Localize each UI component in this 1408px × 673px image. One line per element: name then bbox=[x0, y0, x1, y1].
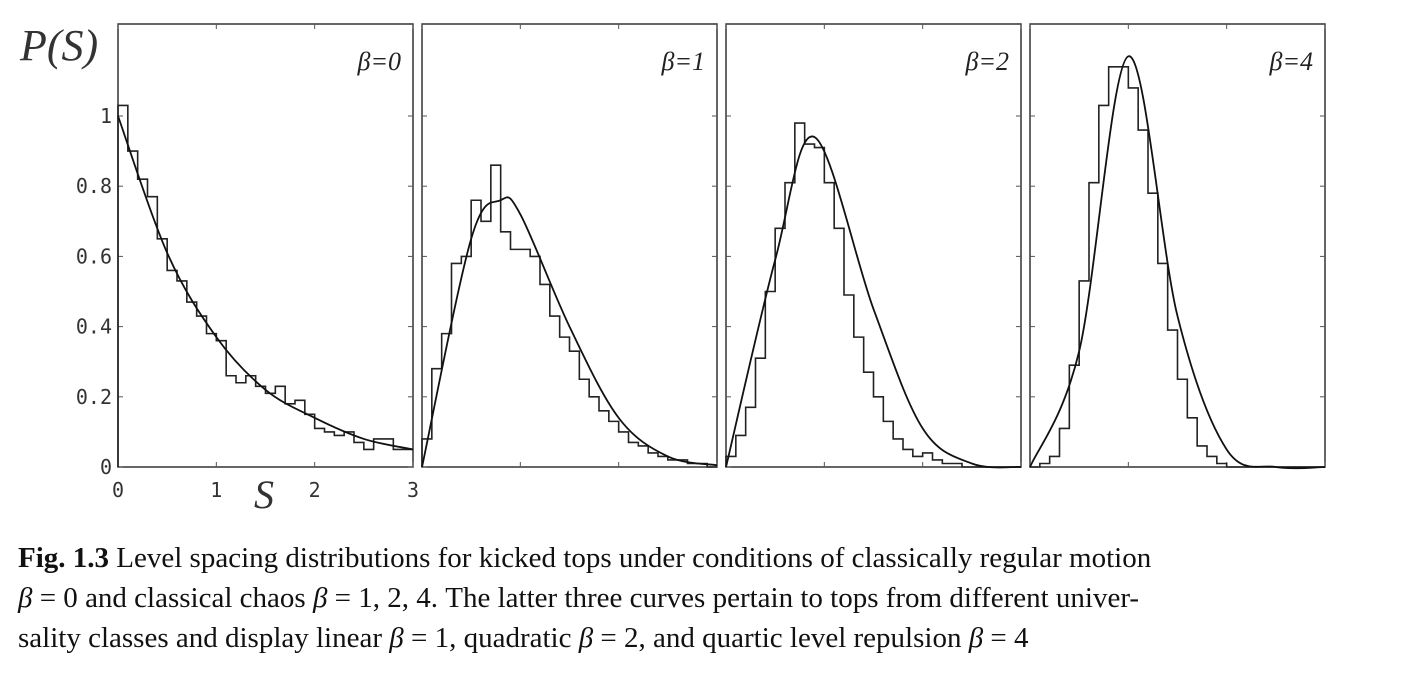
y-tick-label: 0.6 bbox=[76, 244, 112, 268]
caption-equation: = 0 bbox=[32, 582, 78, 614]
panel-label-beta: β=4 bbox=[1269, 47, 1314, 76]
caption-beta-symbol: β bbox=[968, 622, 984, 654]
caption-equation: = 1, 2, 4 bbox=[327, 582, 431, 614]
caption-beta-symbol: β bbox=[18, 582, 33, 614]
panels: β=0 0 0.2 0.4 0.6 0.8 1 0 1 2 3 β=1 β=2 β=4 bbox=[76, 23, 1326, 502]
panel-label-beta: β=1 bbox=[661, 47, 706, 76]
y-tick-label: 0.4 bbox=[76, 315, 112, 339]
panel-2: β=1 bbox=[421, 23, 718, 468]
caption-equation: = 4 bbox=[983, 622, 1029, 654]
histogram-4 bbox=[1030, 66, 1325, 468]
histogram-2 bbox=[421, 164, 717, 468]
theory-curve-4 bbox=[1029, 55, 1326, 470]
panel-label-beta: β=2 bbox=[965, 47, 1010, 76]
figure-caption: Fig. 1.3 Level spacing distributions for… bbox=[18, 538, 1388, 658]
panel-frame bbox=[725, 23, 1022, 468]
x-tick-label: 3 bbox=[407, 478, 419, 502]
caption-text: Level spacing distributions for kicked t… bbox=[109, 542, 1152, 574]
y-tick-label: 0.8 bbox=[76, 174, 112, 198]
caption-text: . The latter three curves pertain to top… bbox=[430, 582, 1140, 614]
histogram-3 bbox=[725, 122, 1021, 468]
y-tick-label: 0.2 bbox=[76, 385, 112, 409]
panel-frame bbox=[117, 23, 414, 468]
caption-equation: = 2 bbox=[593, 622, 639, 654]
panel-frame bbox=[421, 23, 718, 468]
panel-4: β=4 bbox=[1029, 23, 1326, 470]
caption-equation: = 1 bbox=[403, 622, 450, 654]
caption-beta-symbol: β bbox=[389, 622, 404, 654]
theory-curve-1 bbox=[117, 115, 414, 451]
panel-frame bbox=[1029, 23, 1326, 468]
caption-text: sality classes and display linear bbox=[18, 622, 390, 654]
theory-curve-3 bbox=[725, 135, 1022, 469]
y-tick-label: 1 bbox=[100, 104, 112, 128]
x-tick-label: 0 bbox=[112, 478, 124, 502]
caption-text: , and quartic level repulsion bbox=[638, 622, 969, 654]
caption-beta-symbol: β bbox=[312, 582, 328, 614]
caption-text: and classical chaos bbox=[77, 582, 313, 614]
y-axis-title: P(S) bbox=[19, 21, 98, 70]
caption-beta-symbol: β bbox=[578, 622, 594, 654]
theory-curve-2 bbox=[421, 196, 718, 468]
histogram-1 bbox=[117, 104, 413, 467]
x-tick-label: 1 bbox=[210, 478, 222, 502]
caption-text: , quadratic bbox=[449, 622, 579, 654]
caption-figure-label: Fig. 1.3 bbox=[18, 542, 110, 574]
panel-label-beta: β=0 bbox=[357, 47, 402, 76]
x-axis-title: S bbox=[254, 472, 274, 517]
panel-3: β=2 bbox=[725, 23, 1022, 469]
panel-1: β=0 0 0.2 0.4 0.6 0.8 1 0 1 2 3 bbox=[76, 23, 419, 502]
x-tick-label: 2 bbox=[309, 478, 321, 502]
level-spacing-figure: P(S) S β=0 0 0.2 0.4 0.6 0.8 1 0 1 2 3 β=1 β=2 β=4 bbox=[19, 21, 1326, 517]
y-tick-label: 0 bbox=[100, 455, 112, 479]
